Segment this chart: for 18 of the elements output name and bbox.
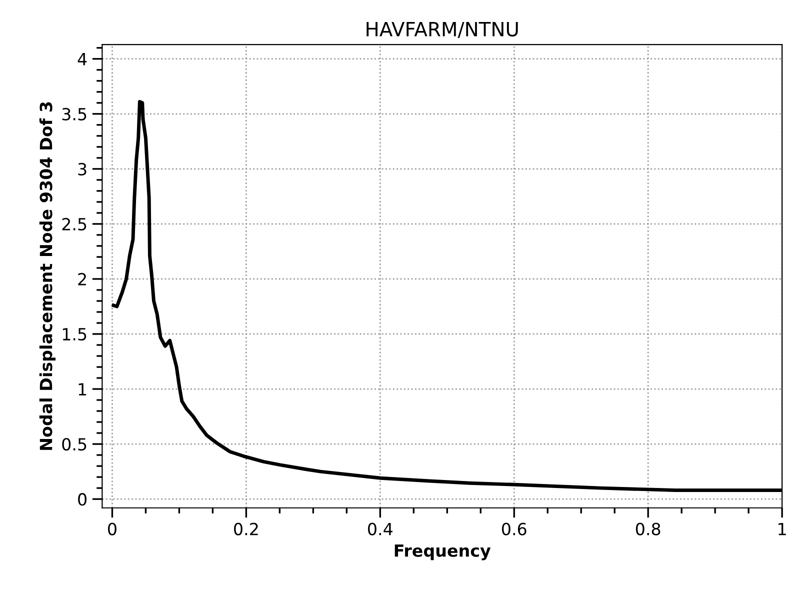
y-tick-label: 3.5 xyxy=(62,108,86,120)
x-tick-label: 0.8 xyxy=(636,522,660,536)
y-tick-label: 0.5 xyxy=(62,438,86,451)
y-tick-label: 4 xyxy=(78,53,87,66)
x-tick-label: 0 xyxy=(108,522,116,536)
chart-title: HAVFARM/NTNU xyxy=(366,22,518,38)
x-tick-label: 0.4 xyxy=(368,522,392,536)
x-tick-label: 1 xyxy=(778,522,786,536)
y-axis-title: Nodal Displacement Node 9304 Dof 3 xyxy=(39,102,56,450)
x-axis-title: Frequency xyxy=(394,544,491,560)
y-tick-label: 2.5 xyxy=(62,218,86,231)
y-tick-label: 1.5 xyxy=(62,328,86,341)
x-tick-label: 0.6 xyxy=(502,522,526,536)
y-tick-label: 2 xyxy=(78,272,86,286)
y-tick-label: 1 xyxy=(78,383,86,396)
y-tick-label: 0 xyxy=(78,493,86,506)
x-tick-label: 0.2 xyxy=(234,522,258,536)
y-tick-label: 3 xyxy=(78,162,86,176)
